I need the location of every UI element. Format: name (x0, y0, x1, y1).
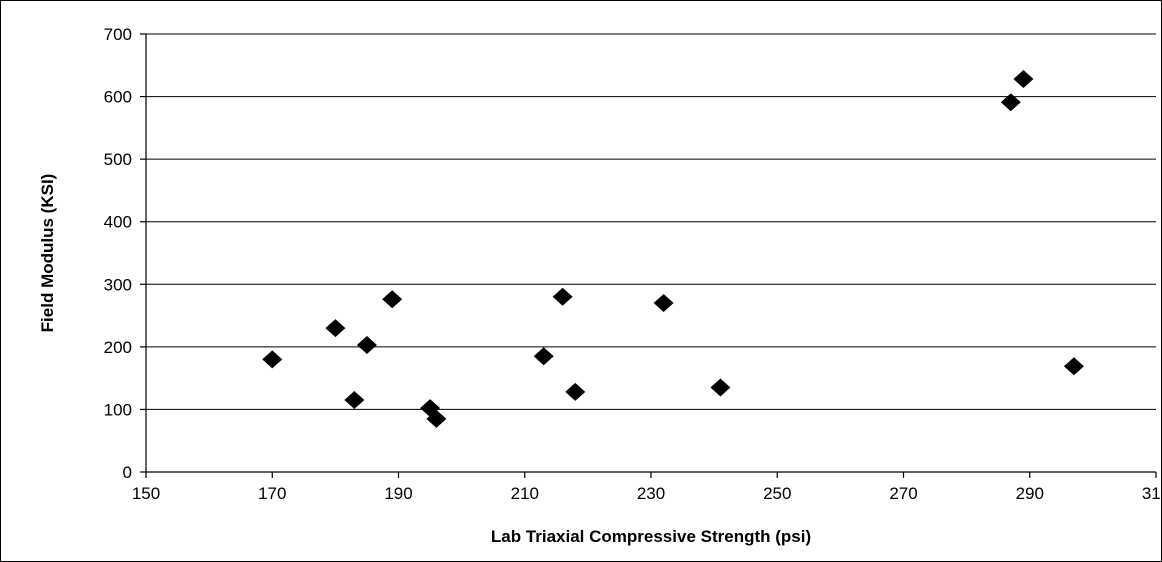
y-tick-label: 600 (104, 88, 132, 107)
data-point-marker (710, 378, 731, 397)
data-point-marker (382, 290, 403, 309)
gridlines (146, 33, 1156, 410)
axes (140, 33, 1157, 478)
y-tick-label: 400 (104, 213, 132, 232)
data-points (262, 70, 1084, 428)
x-axis-title: Lab Triaxial Compressive Strength (psi) (491, 527, 811, 546)
data-point-marker (356, 335, 377, 354)
y-tick-label: 500 (104, 150, 132, 169)
x-tick-label: 150 (132, 484, 160, 503)
data-point-marker (1013, 70, 1034, 89)
x-tick-label: 230 (637, 484, 665, 503)
y-tick-label: 100 (104, 400, 132, 419)
data-point-marker (325, 319, 346, 338)
x-tick-label: 310 (1142, 484, 1161, 503)
data-point-marker (565, 382, 586, 401)
y-tick-label: 700 (104, 25, 132, 44)
x-tick-label: 210 (511, 484, 539, 503)
x-tick-label: 270 (889, 484, 917, 503)
data-point-marker (653, 294, 674, 313)
tick-labels: 0 100 200 300 400 500 600 700 150 170 190 210 230 250… (104, 25, 1161, 503)
data-point-marker (344, 391, 365, 410)
x-tick-label: 170 (258, 484, 286, 503)
data-point-marker (1063, 357, 1084, 376)
y-tick-label: 200 (104, 338, 132, 357)
data-point-marker (552, 287, 573, 306)
data-point-marker (262, 350, 283, 369)
x-tick-label: 190 (384, 484, 412, 503)
data-point-marker (426, 409, 447, 428)
y-tick-label: 0 (123, 463, 132, 482)
x-tick-label: 250 (763, 484, 791, 503)
y-tick-label: 300 (104, 275, 132, 294)
data-point-marker (1000, 93, 1021, 112)
x-tick-label: 290 (1016, 484, 1044, 503)
y-axis-title: Field Modulus (KSI) (38, 174, 57, 333)
data-point-marker (533, 347, 554, 366)
